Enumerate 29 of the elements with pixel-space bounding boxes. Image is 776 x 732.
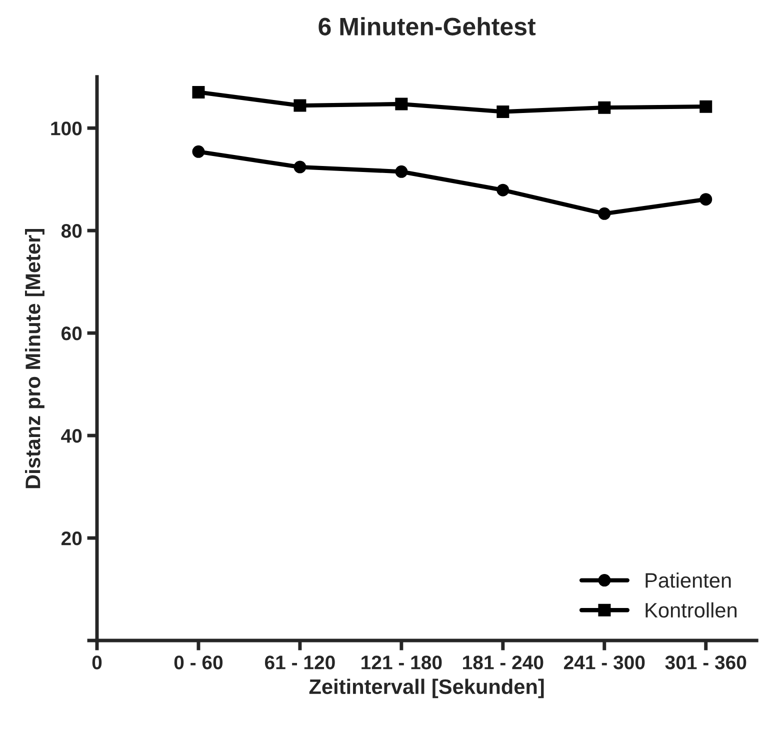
y-axis-title: Distanz pro Minute [Meter] xyxy=(25,229,44,488)
point xyxy=(700,193,712,206)
point xyxy=(192,86,205,98)
x-tick-label: 301 - 360 xyxy=(665,656,746,670)
y-tick-label: 80 xyxy=(61,224,82,238)
legend-label: Kontrollen xyxy=(646,602,737,618)
x-tick-label: 181 - 240 xyxy=(463,656,544,670)
x-tick-label: 0 xyxy=(92,656,102,670)
point xyxy=(598,207,611,220)
point xyxy=(192,145,205,158)
point xyxy=(496,184,510,196)
x-tick-label: 121 - 180 xyxy=(362,656,442,670)
y-tick-label: 100 xyxy=(51,122,82,136)
point xyxy=(395,98,408,110)
point xyxy=(294,160,306,174)
x-tick-label: 241 - 300 xyxy=(564,656,645,670)
point xyxy=(700,100,712,113)
point xyxy=(294,99,306,112)
legend-label: Patienten xyxy=(646,572,731,588)
y-tick-label: 60 xyxy=(62,326,82,340)
y-tick-label: 40 xyxy=(61,429,82,443)
y-tick-label: 20 xyxy=(61,531,82,546)
point xyxy=(395,165,408,178)
x-tick-label: 61 - 120 xyxy=(264,656,335,670)
chart-title: 6 Minuten-Gehtest xyxy=(318,17,536,36)
x-axis-title: Zeitintervall [Sekunden] xyxy=(309,678,544,698)
point xyxy=(496,105,510,118)
point xyxy=(598,101,611,114)
x-tick-label: 0 - 60 xyxy=(174,656,223,670)
